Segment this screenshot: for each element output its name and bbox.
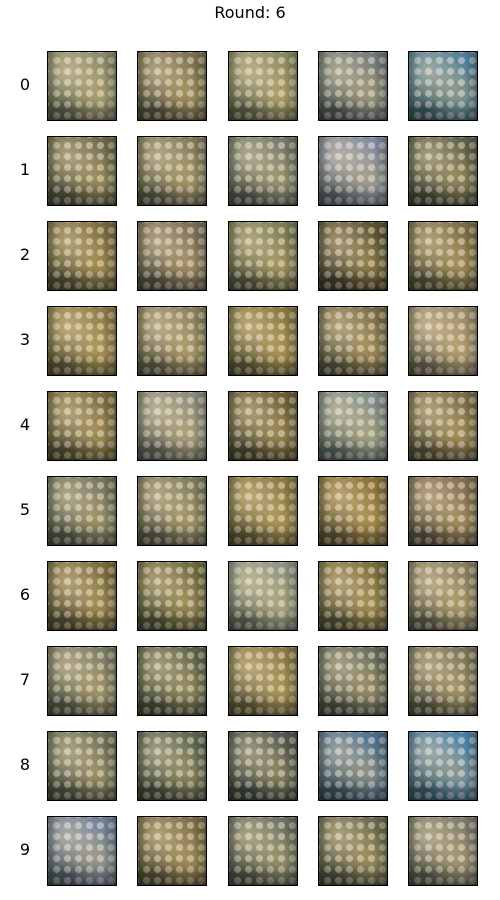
generated-sample-image: [318, 731, 388, 801]
generated-sample-image: [408, 306, 478, 376]
generated-sample-image: [137, 816, 207, 886]
row-label-8: 8: [19, 755, 31, 774]
figure-title: Round: 6: [214, 3, 286, 22]
generated-sample-image: [408, 51, 478, 121]
row-label-2: 2: [19, 245, 31, 264]
generated-sample-image: [408, 221, 478, 291]
generated-sample-image: [408, 816, 478, 886]
generated-sample-image: [408, 476, 478, 546]
generated-sample-image: [318, 646, 388, 716]
generated-sample-image: [228, 731, 298, 801]
generated-sample-image: [47, 646, 117, 716]
generated-sample-image: [318, 306, 388, 376]
generated-sample-image: [408, 646, 478, 716]
generated-sample-image: [137, 51, 207, 121]
generated-sample-image: [408, 561, 478, 631]
generated-sample-image: [228, 816, 298, 886]
generated-sample-image: [408, 136, 478, 206]
row-label-1: 1: [19, 160, 31, 179]
row-label-9: 9: [19, 840, 31, 859]
generated-sample-image: [137, 136, 207, 206]
generated-sample-image: [228, 561, 298, 631]
generated-sample-image: [318, 391, 388, 461]
row-label-0: 0: [19, 75, 31, 94]
generated-sample-image: [408, 391, 478, 461]
generated-sample-image: [318, 221, 388, 291]
generated-sample-image: [228, 476, 298, 546]
generated-sample-image: [47, 136, 117, 206]
generated-sample-image: [228, 221, 298, 291]
generated-sample-image: [228, 136, 298, 206]
generated-sample-image: [137, 476, 207, 546]
generated-sample-image: [318, 561, 388, 631]
row-label-5: 5: [19, 500, 31, 519]
generated-sample-image: [228, 646, 298, 716]
generated-sample-image: [47, 221, 117, 291]
generated-sample-image: [47, 561, 117, 631]
row-label-6: 6: [19, 585, 31, 604]
generated-sample-image: [228, 391, 298, 461]
generated-sample-image: [318, 136, 388, 206]
generated-sample-image: [137, 561, 207, 631]
generated-sample-image: [47, 51, 117, 121]
row-label-7: 7: [19, 670, 31, 689]
generated-sample-image: [137, 646, 207, 716]
generated-sample-image: [47, 476, 117, 546]
generated-sample-image: [47, 306, 117, 376]
generated-sample-image: [318, 476, 388, 546]
generated-sample-image: [318, 816, 388, 886]
row-label-4: 4: [19, 415, 31, 434]
generated-sample-image: [228, 306, 298, 376]
generated-sample-image: [137, 306, 207, 376]
generated-sample-image: [47, 816, 117, 886]
generated-sample-image: [137, 731, 207, 801]
generated-sample-image: [228, 51, 298, 121]
generated-sample-image: [408, 731, 478, 801]
generated-sample-image: [137, 221, 207, 291]
generated-sample-image: [137, 391, 207, 461]
generated-sample-image: [47, 391, 117, 461]
generated-sample-image: [318, 51, 388, 121]
generated-sample-image: [47, 731, 117, 801]
row-label-3: 3: [19, 330, 31, 349]
